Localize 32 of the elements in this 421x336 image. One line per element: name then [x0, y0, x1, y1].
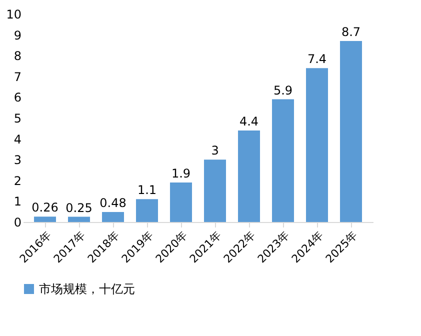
y-tick-label: 7: [14, 70, 22, 84]
y-tick-label: 3: [14, 153, 22, 168]
y-tick-label: 10: [6, 8, 22, 22]
bar: [136, 199, 158, 222]
y-tick-label: 4: [14, 132, 22, 146]
y-tick-label: 1: [14, 194, 22, 209]
y-tick-label: 9: [14, 28, 22, 42]
y-tick-label: 0: [14, 216, 22, 230]
data-label: 3: [211, 144, 219, 158]
y-tick-label: 5: [14, 112, 22, 126]
y-tick-label: 8: [14, 49, 22, 64]
y-tick-label: 6: [14, 90, 22, 105]
data-label: 1.1: [137, 183, 157, 198]
data-label: 0.48: [100, 196, 126, 210]
bar: [68, 216, 90, 222]
bar: [306, 68, 328, 222]
data-label: 0.25: [66, 200, 92, 215]
bar: [204, 160, 226, 222]
bar: [238, 130, 260, 222]
data-label: 7.4: [307, 52, 327, 66]
y-tick-label: 2: [14, 174, 22, 188]
bar: [170, 182, 192, 222]
bar: [272, 99, 294, 222]
data-label: 1.9: [171, 166, 191, 180]
bar: [102, 212, 124, 222]
bar: [34, 216, 56, 222]
data-label: 4.4: [239, 114, 259, 128]
data-label: 5.9: [273, 83, 293, 98]
data-label: 8.7: [341, 25, 361, 40]
data-label: 0.26: [32, 200, 58, 215]
bar: [340, 41, 362, 222]
legend-label: 市场规模，十亿元: [39, 282, 135, 296]
